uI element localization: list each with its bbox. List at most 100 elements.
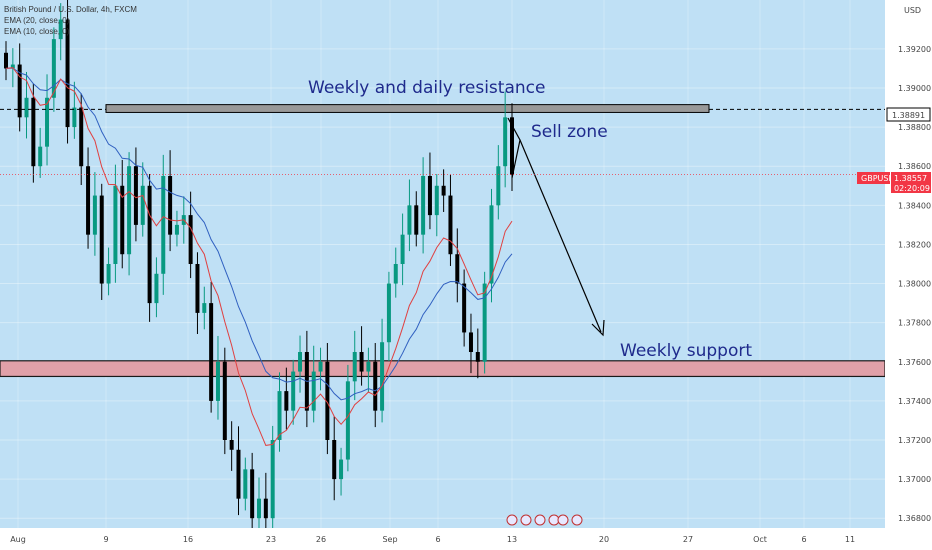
candle-body <box>291 371 296 411</box>
current-price-value: 1.38557 <box>894 174 927 183</box>
symbol-title[interactable]: British Pound / U.S. Dollar, 4h, FXCM <box>4 5 137 14</box>
candle-body <box>154 273 159 304</box>
candle-body <box>65 19 70 128</box>
flag-uk-icon[interactable] <box>557 514 569 526</box>
price-tick-label: 1.38000 <box>898 280 931 289</box>
time-tick-label: 11 <box>845 535 855 544</box>
candle-body <box>434 185 439 216</box>
candle-body <box>298 352 303 372</box>
candle-body <box>263 498 268 519</box>
time-tick-label: Aug <box>10 535 26 544</box>
ema20-line <box>5 67 513 401</box>
candle-body <box>352 352 357 382</box>
candle-body <box>10 64 15 69</box>
candle-body <box>257 498 261 519</box>
price-tick-label: 1.38600 <box>898 162 931 171</box>
candle-body <box>468 332 473 352</box>
flag-us-icon[interactable] <box>520 514 532 526</box>
candle-body <box>38 146 43 167</box>
countdown-timer: 02:20:09 <box>894 184 930 193</box>
candle-body <box>250 469 255 519</box>
time-tick-label: 16 <box>183 535 193 544</box>
time-tick-label: 23 <box>266 535 276 544</box>
candle-body <box>325 361 330 440</box>
flag-uk-icon[interactable] <box>534 514 546 526</box>
price-tick-label: 1.37200 <box>898 436 931 445</box>
candle-body <box>311 371 316 411</box>
price-tick-label: 1.37400 <box>898 397 931 406</box>
candle-body <box>421 176 426 235</box>
plot-background <box>0 0 885 528</box>
price-tick-label: 1.37600 <box>898 358 931 367</box>
arrow-shaft <box>519 139 602 333</box>
ema10-label[interactable]: EMA (10, close, 0) <box>4 27 70 36</box>
arrow-head <box>591 319 605 337</box>
resistance-price-value: 1.38891 <box>892 111 925 120</box>
candle-body <box>99 195 104 284</box>
price-tick-label: 1.38400 <box>898 201 931 210</box>
candle-body <box>24 97 29 118</box>
candle-body <box>106 264 111 284</box>
candle-body <box>496 166 501 206</box>
candle-body <box>359 352 364 372</box>
candle-body <box>209 303 214 401</box>
time-axis[interactable]: Aug 9 16 23 26 Sep 6 13 20 27 Oct 6 11 <box>10 535 855 544</box>
candle-body <box>58 19 63 40</box>
price-tick-label: 1.38800 <box>898 123 931 132</box>
candle-body <box>79 107 84 167</box>
candle-body <box>140 185 145 225</box>
support-zone <box>0 360 886 378</box>
candle-body <box>51 39 56 98</box>
ema20-label[interactable]: EMA (20, close, 0) <box>4 16 70 25</box>
candle-body <box>236 449 241 499</box>
time-tick-label: 6 <box>435 535 440 544</box>
candle-body <box>17 64 22 118</box>
candle-body <box>120 185 125 255</box>
moving-averages <box>5 67 513 446</box>
candle-body <box>318 361 323 372</box>
time-tick-label: 9 <box>103 535 108 544</box>
candle-body <box>482 283 487 362</box>
flag-us-icon[interactable] <box>571 514 583 526</box>
candle-body <box>284 391 289 411</box>
candle-body <box>386 283 391 343</box>
candle-body <box>229 440 234 450</box>
candle-body <box>400 234 405 264</box>
price-tick-label: 1.37000 <box>898 475 931 484</box>
candle-body <box>345 381 350 460</box>
candle-body <box>222 361 227 440</box>
time-axis-background <box>0 528 885 550</box>
candle-body <box>462 283 467 333</box>
candle-body <box>188 215 193 264</box>
price-tick-label: 1.39200 <box>898 45 931 54</box>
current-price-badge: GBPUSD 1.38557 02:20:09 <box>857 172 931 193</box>
candle-body <box>31 97 36 167</box>
candle-body <box>45 97 50 147</box>
candle-body <box>270 440 275 519</box>
time-tick-label: Oct <box>753 535 767 544</box>
event-flags[interactable] <box>506 514 583 526</box>
annotation-resistance: Weekly and daily resistance <box>308 78 545 98</box>
candle-body <box>373 361 378 411</box>
candle-body <box>168 176 173 235</box>
candle-body <box>332 440 337 480</box>
candle-body <box>448 195 453 255</box>
price-axis-background <box>885 0 932 550</box>
candle-body <box>393 264 398 284</box>
candle-body <box>407 205 412 235</box>
flag-us-icon[interactable] <box>506 514 518 526</box>
candle-body <box>503 117 508 167</box>
candle-body <box>147 185 152 304</box>
currency-label: USD <box>904 6 921 15</box>
candle-body <box>72 107 77 128</box>
candle-body <box>86 166 91 235</box>
candle-body <box>4 52 8 69</box>
annotation-weekly-support: Weekly support <box>620 341 752 361</box>
price-tick-label: 1.38200 <box>898 240 931 249</box>
ema10-line <box>5 67 513 446</box>
price-axis[interactable]: 1.39200 1.39000 1.38800 1.38600 1.38400 1.382… <box>898 45 931 523</box>
time-tick-label: 6 <box>801 535 806 544</box>
candle-body <box>441 185 446 196</box>
candle-body <box>127 166 132 255</box>
